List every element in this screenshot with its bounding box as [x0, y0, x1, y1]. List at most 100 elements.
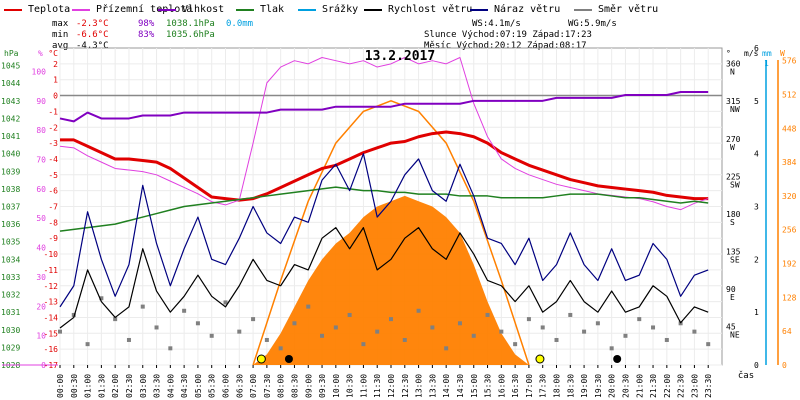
- hpa-tick-label: 1045: [1, 62, 20, 71]
- hpa-axis-label: hPa: [4, 49, 19, 58]
- x-tick-label: 18:00: [553, 374, 562, 398]
- stat-max-label: max: [52, 19, 69, 29]
- x-tick-label: 19:00: [580, 374, 589, 398]
- hpa-tick-label: 1044: [1, 79, 20, 88]
- wind-direction-point: [664, 337, 669, 342]
- wind-direction-point: [333, 325, 338, 330]
- x-tick-label: 06:00: [222, 374, 231, 398]
- wind-direction-point: [223, 300, 228, 305]
- wind-direction-point: [499, 329, 504, 334]
- x-tick-label: 14:00: [442, 374, 451, 398]
- legend-swatch: [574, 9, 592, 11]
- legend-item: Teplota: [4, 4, 70, 16]
- wind-direction-point: [195, 321, 200, 326]
- x-tick-label: 20:30: [621, 374, 630, 398]
- x-axis-label: čas: [738, 370, 754, 381]
- wind-direction-point: [154, 325, 159, 330]
- wind-direction-point: [361, 342, 366, 347]
- solar-tick-label: 576: [782, 57, 797, 66]
- wind-direction-point: [568, 312, 573, 317]
- hpa-tick-label: 1038: [1, 185, 20, 194]
- temp-tick-label: -13: [44, 298, 59, 307]
- x-tick-label: 01:00: [84, 374, 93, 398]
- moonrise-marker: [613, 355, 622, 363]
- x-tick-label: 13:30: [428, 374, 437, 398]
- wind-tick-label: 2: [754, 255, 759, 264]
- dir-tick-name: E: [730, 293, 735, 302]
- solar-tick-label: 128: [782, 293, 797, 302]
- legend-swatch: [236, 9, 254, 11]
- x-tick-label: 17:00: [525, 374, 534, 398]
- sunset-marker: [535, 354, 545, 364]
- temp-tick-label: -2: [48, 123, 58, 132]
- wind-direction-point: [582, 329, 587, 334]
- temp-tick-label: -5: [48, 171, 58, 180]
- x-tick-label: 00:30: [70, 374, 79, 398]
- legend-label: Tlak: [260, 4, 285, 15]
- hpa-tick-label: 1043: [1, 97, 20, 106]
- x-tick-label: 01:30: [97, 374, 106, 398]
- solar-tick-label: 64: [782, 327, 792, 336]
- solar-max-series: [252, 100, 530, 366]
- wind-gust-line: [59, 153, 709, 308]
- legend-item: Tlak: [236, 4, 286, 16]
- x-tick-label: 15:30: [484, 374, 493, 398]
- x-tick-label: 10:00: [332, 374, 341, 398]
- x-tick-label: 08:30: [290, 374, 299, 398]
- legend-label: Směr větru: [598, 4, 659, 15]
- solar-tick-label: 384: [782, 158, 797, 167]
- legend-label: Přízemní teplota: [96, 4, 193, 15]
- x-tick-label: 07:00: [249, 374, 258, 398]
- wind-direction-point: [623, 333, 628, 338]
- hpa-tick-label: 1042: [1, 114, 20, 123]
- wind-speed-line: [59, 227, 709, 329]
- temp-tick-label: 0: [53, 92, 58, 101]
- wind-tick-label: 0: [754, 361, 759, 370]
- wind-direction-point: [58, 329, 62, 334]
- hpa-tick-label: 1039: [1, 167, 20, 176]
- dir-tick-deg: 90: [726, 285, 736, 294]
- dir-tick-name: NW: [730, 105, 740, 114]
- hpa-tick-label: 1034: [1, 255, 20, 264]
- x-tick-label: 08:00: [277, 374, 286, 398]
- pct-tick-label: 90: [36, 97, 46, 106]
- dir-tick-deg: 45: [726, 322, 736, 331]
- x-tick-label: 15:00: [470, 374, 479, 398]
- sun-moon-markers: [256, 354, 622, 364]
- x-tick-label: 05:30: [208, 374, 217, 398]
- solar-axis-label: W: [780, 49, 785, 58]
- dir-tick-name: SW: [730, 180, 740, 189]
- humidity-line: [59, 91, 709, 123]
- wind-direction-point: [182, 308, 187, 313]
- x-tick-label: 02:00: [111, 374, 120, 398]
- wind-direction-point: [609, 346, 614, 351]
- hpa-tick-label: 1031: [1, 308, 20, 317]
- x-tick-label: 13:00: [415, 374, 424, 398]
- pct-tick-label: 40: [36, 244, 46, 253]
- x-tick-label: 07:30: [263, 374, 272, 398]
- stat-max-press: 1038.1hPa: [166, 19, 215, 29]
- x-tick-label: 03:30: [153, 374, 162, 398]
- legend-label: Rychlost větru: [388, 4, 473, 15]
- wind-direction-point: [85, 342, 90, 347]
- temp-tick-label: -16: [44, 345, 59, 354]
- grid: [59, 47, 723, 366]
- wind-direction-point: [278, 346, 283, 351]
- solar-tick-label: 512: [782, 90, 797, 99]
- temperature-line: [60, 130, 709, 202]
- wind-direction-point: [706, 342, 711, 347]
- x-tick-label: 22:00: [663, 374, 672, 398]
- x-tick-label: 05:00: [194, 374, 203, 398]
- solar-tick-label: 192: [782, 260, 797, 269]
- solar-tick-label: 256: [782, 226, 797, 235]
- dir-tick-name: NE: [730, 330, 740, 339]
- temp-tick-label: -11: [44, 266, 59, 275]
- wind-direction-point: [126, 337, 131, 342]
- hpa-tick-label: 1037: [1, 203, 20, 212]
- wind-direction-point: [430, 325, 435, 330]
- pct-axis-label: %: [38, 49, 43, 58]
- legend-label: Vlhkost: [182, 4, 225, 15]
- wind-direction-point: [389, 317, 393, 322]
